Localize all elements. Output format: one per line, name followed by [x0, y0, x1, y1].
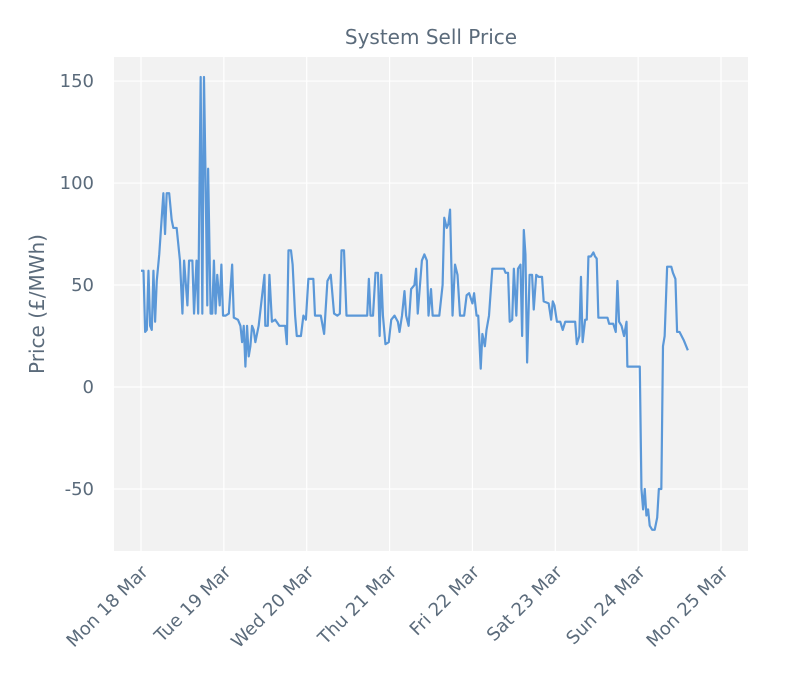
y-tick-label: 0: [83, 377, 94, 398]
x-tick-label: Mon 18 Mar: [63, 561, 153, 651]
x-tick-label: Sat 23 Mar: [483, 561, 567, 645]
y-tick-label: 100: [60, 173, 94, 194]
x-tick-label: Thu 21 Mar: [313, 561, 401, 649]
x-tick-label: Mon 25 Mar: [643, 561, 733, 651]
x-tick-label: Tue 19 Mar: [150, 561, 236, 647]
x-tick-label: Wed 20 Mar: [227, 561, 318, 652]
y-tick-label: -50: [65, 479, 94, 500]
chart-title: System Sell Price: [345, 25, 517, 49]
price-line: [141, 75, 689, 531]
x-tick-label: Fri 22 Mar: [406, 561, 485, 640]
x-tick-label: Sun 24 Mar: [562, 561, 650, 649]
y-axis-label: Price (£/MWh): [25, 234, 49, 374]
y-tick-label: 150: [60, 71, 94, 92]
y-tick-label: 50: [71, 275, 94, 296]
